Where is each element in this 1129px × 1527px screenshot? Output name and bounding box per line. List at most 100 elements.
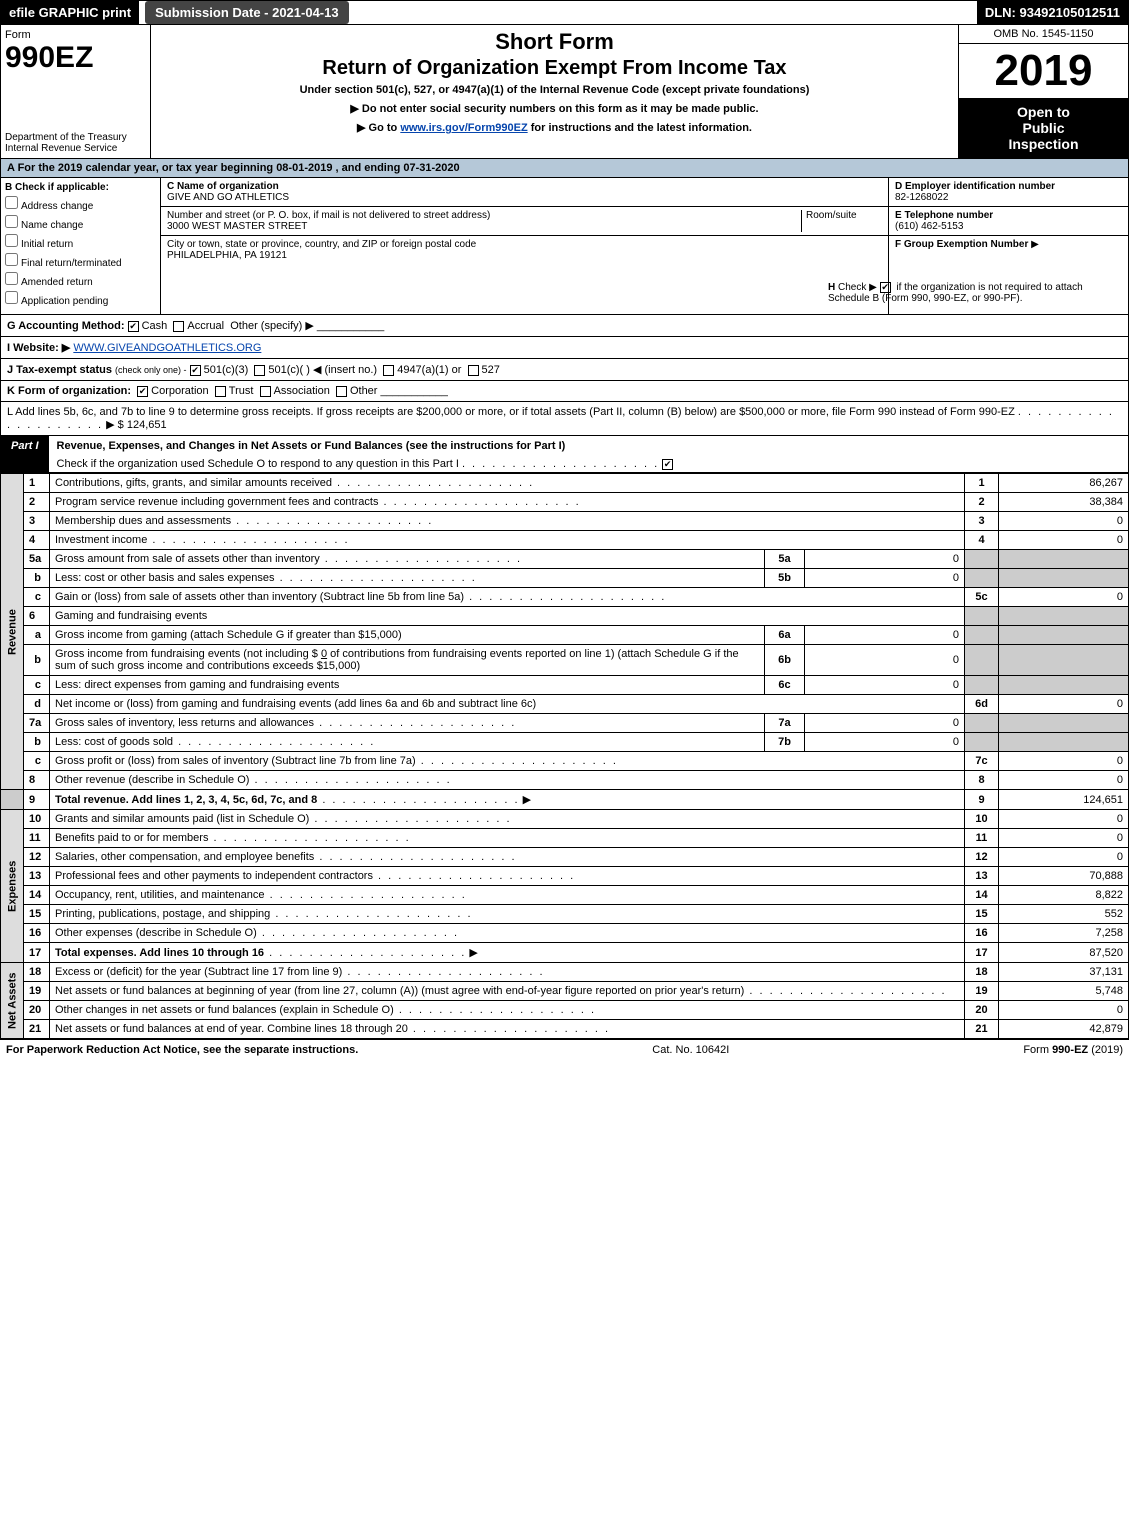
row-6c: c Less: direct expenses from gaming and … (1, 676, 1129, 695)
ln-10: 10 (24, 810, 50, 829)
top-bar: efile GRAPHIC print Submission Date - 20… (0, 0, 1129, 25)
website-label: I Website: ▶ (7, 342, 70, 354)
period-row: A For the 2019 calendar year, or tax yea… (0, 159, 1129, 178)
chk-part1-schedo[interactable]: ✔ (662, 459, 673, 470)
501c-label: 501(c)( ) (268, 364, 310, 376)
l-value: $ 124,651 (118, 419, 167, 431)
website-row: I Website: ▶ WWW.GIVEANDGOATHLETICS.ORG (0, 337, 1129, 359)
corp-label: Corporation (151, 385, 208, 397)
d-17: Total expenses. Add lines 10 through 16 (55, 947, 264, 959)
part1-tab: Part I (1, 436, 49, 472)
accrual-label: Accrual (187, 320, 224, 332)
ln-7b: b (24, 733, 50, 752)
nc-12: 12 (965, 848, 999, 867)
chk-address[interactable] (5, 196, 18, 209)
ln-9: 9 (24, 790, 50, 810)
v-6b-shade (999, 645, 1129, 676)
ln-14: 14 (24, 886, 50, 905)
chk-final[interactable] (5, 253, 18, 266)
d-10: Grants and similar amounts paid (list in… (55, 813, 309, 825)
d-2: Program service revenue including govern… (55, 496, 378, 508)
check-b: B Check if applicable: Address change Na… (1, 178, 161, 314)
d-15: Printing, publications, postage, and shi… (55, 908, 270, 920)
part1-title: Revenue, Expenses, and Changes in Net As… (49, 436, 1128, 456)
chk-accrual[interactable] (173, 321, 184, 332)
ln-6b: b (24, 645, 50, 676)
form-number: 990EZ (5, 41, 146, 75)
room-label: Room/suite (802, 210, 882, 232)
footer-right: Form 990-EZ (2019) (1023, 1044, 1123, 1056)
d-3: Membership dues and assessments (55, 515, 231, 527)
ln-15: 15 (24, 905, 50, 924)
chk-name[interactable] (5, 215, 18, 228)
v-3: 0 (999, 512, 1129, 531)
mn-5b: 5b (765, 569, 805, 588)
footer-mid: Cat. No. 10642I (652, 1044, 729, 1056)
row-12: 12 Salaries, other compensation, and emp… (1, 848, 1129, 867)
d-19: Net assets or fund balances at beginning… (55, 985, 744, 997)
row-13: 13 Professional fees and other payments … (1, 867, 1129, 886)
chk-501c3[interactable]: ✔ (190, 365, 201, 376)
nc-16: 16 (965, 924, 999, 943)
submission-date: Submission Date - 2021-04-13 (145, 1, 349, 24)
website-link[interactable]: WWW.GIVEANDGOATHLETICS.ORG (73, 342, 261, 354)
d-6b1: Gross income from fundraising events (no… (55, 648, 318, 660)
v-7c: 0 (999, 752, 1129, 771)
tel-label: E Telephone number (895, 210, 1122, 221)
ln-13: 13 (24, 867, 50, 886)
h-check: H Check ▶ ✔ if the organization is not r… (828, 282, 1108, 304)
v-6-shade (999, 607, 1129, 626)
nc-6a (965, 626, 999, 645)
v-5a-shade (999, 550, 1129, 569)
ln-3: 3 (24, 512, 50, 531)
chk-assoc[interactable] (260, 386, 271, 397)
header-right: OMB No. 1545-1150 2019 Open to Public In… (958, 25, 1128, 158)
row-3: 3 Membership dues and assessments 3 0 (1, 512, 1129, 531)
k-label: K Form of organization: (7, 385, 131, 397)
chk-527[interactable] (468, 365, 479, 376)
chk-501c[interactable] (254, 365, 265, 376)
part1-check-text: Check if the organization used Schedule … (57, 458, 459, 470)
chk-corp[interactable]: ✔ (137, 386, 148, 397)
form-header: Form 990EZ Department of the Treasury In… (0, 25, 1129, 159)
chk-amended[interactable] (5, 272, 18, 285)
row-14: 14 Occupancy, rent, utilities, and maint… (1, 886, 1129, 905)
nc-15: 15 (965, 905, 999, 924)
chk-initial[interactable] (5, 234, 18, 247)
mn-6c: 6c (765, 676, 805, 695)
vtab-expenses: Expenses (1, 810, 24, 963)
tel: (610) 462-5153 (895, 221, 1122, 232)
chk-h[interactable]: ✔ (880, 282, 891, 293)
v-11: 0 (999, 829, 1129, 848)
chk-cash[interactable]: ✔ (128, 321, 139, 332)
ln-19: 19 (24, 982, 50, 1001)
l-arrow: ▶ (106, 419, 114, 431)
mv-7a: 0 (805, 714, 965, 733)
d-5a: Gross amount from sale of assets other t… (55, 553, 320, 565)
row-6b: b Gross income from fundraising events (… (1, 645, 1129, 676)
row-8: 8 Other revenue (describe in Schedule O)… (1, 771, 1129, 790)
footer-left: For Paperwork Reduction Act Notice, see … (6, 1044, 358, 1056)
street: 3000 WEST MASTER STREET (167, 221, 797, 232)
chk-other-org[interactable] (336, 386, 347, 397)
dept-label: Department of the Treasury (5, 132, 146, 143)
row-7c: c Gross profit or (loss) from sales of i… (1, 752, 1129, 771)
irs-link[interactable]: www.irs.gov/Form990EZ (400, 122, 527, 134)
irs-label: Internal Revenue Service (5, 143, 146, 154)
chk-trust[interactable] (215, 386, 226, 397)
j-hint: (check only one) - (115, 365, 187, 375)
ln-6d: d (24, 695, 50, 714)
vtab-netassets: Net Assets (1, 963, 24, 1039)
form-label: Form (5, 29, 146, 41)
ln-8: 8 (24, 771, 50, 790)
chk-4947[interactable] (383, 365, 394, 376)
pi-2: Public (965, 120, 1122, 136)
ln-5c: c (24, 588, 50, 607)
ln-12: 12 (24, 848, 50, 867)
chk-pending[interactable] (5, 291, 18, 304)
l-text: L Add lines 5b, 6c, and 7b to line 9 to … (7, 406, 1015, 418)
row-6: 6 Gaming and fundraising events (1, 607, 1129, 626)
pi-3: Inspection (965, 136, 1122, 152)
header-left: Form 990EZ Department of the Treasury In… (1, 25, 151, 158)
mn-6a: 6a (765, 626, 805, 645)
